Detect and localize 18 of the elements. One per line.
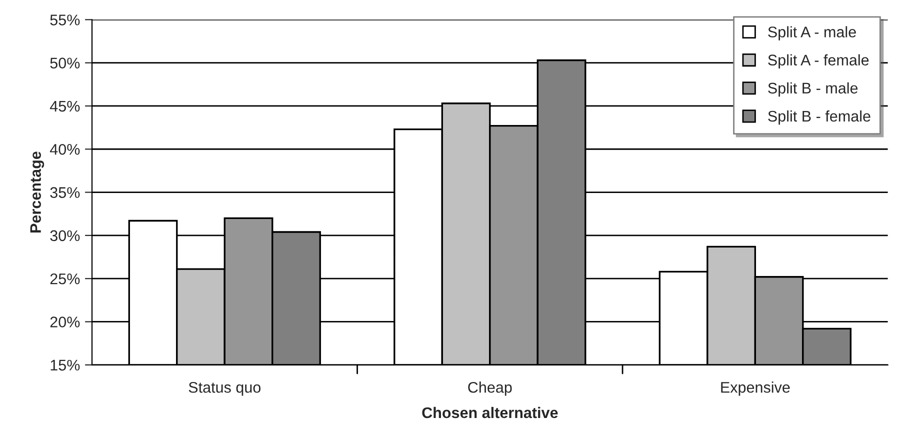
y-tick-label: 30% — [50, 230, 80, 242]
x-tick-label: Expensive — [721, 382, 790, 396]
legend-label: Split B - male — [768, 82, 858, 97]
y-tick-label: 25% — [50, 273, 80, 284]
legend-label: Split A - female — [768, 54, 869, 69]
y-tick-label: 20% — [50, 316, 80, 328]
y-tick-label: 45% — [50, 100, 80, 112]
x-axis-title: Chosen alternative — [422, 406, 558, 418]
x-tick-label: Status quo — [188, 382, 261, 396]
y-tick-label: 35% — [50, 187, 80, 198]
legend-label: Split B - female — [768, 110, 870, 125]
y-tick-label: 40% — [50, 144, 80, 155]
y-tick-label: 15% — [50, 360, 80, 371]
legend-label: Split A - male — [768, 26, 856, 40]
y-axis-title: Percentage — [30, 152, 44, 232]
y-tick-label: 55% — [50, 14, 80, 26]
y-tick-label: 50% — [50, 58, 80, 69]
x-tick-label: Cheap — [468, 382, 512, 396]
